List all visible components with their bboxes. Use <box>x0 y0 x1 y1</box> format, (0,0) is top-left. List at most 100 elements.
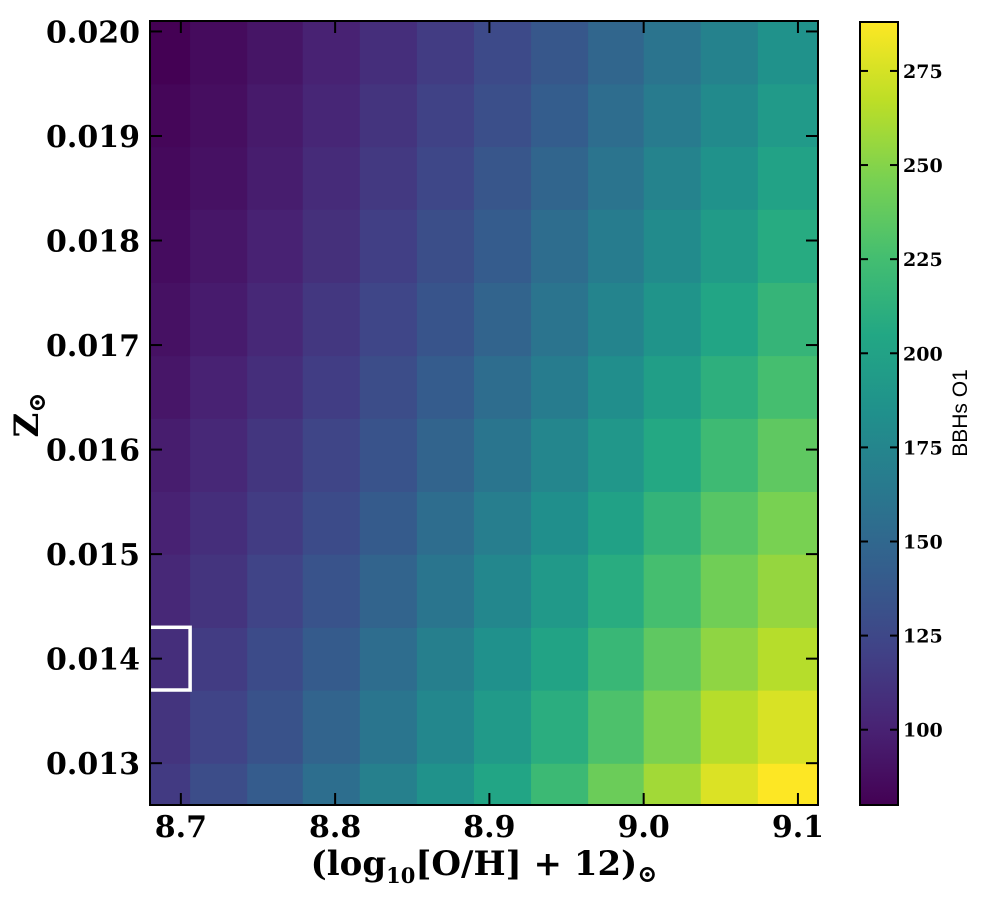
heatmap-cell <box>757 355 819 419</box>
colorbar-ticks: 100 125 150 175 200 225 250 275 <box>860 61 943 742</box>
heatmap-cell <box>473 418 532 492</box>
heatmap-cell <box>302 554 361 628</box>
heatmap-cell <box>302 209 361 283</box>
colorbar-title: BBHs O1 <box>949 369 972 457</box>
heatmap-cell <box>531 355 589 419</box>
heatmap-cell <box>359 627 418 691</box>
heatmap-cell <box>359 418 418 492</box>
heatmap-cell <box>247 418 304 492</box>
heatmap-cell <box>150 690 191 764</box>
heatmap-cell <box>588 554 645 628</box>
heatmap-cell <box>588 83 645 148</box>
heatmap-cell <box>643 21 702 85</box>
x-axis-title-mid: [O/H] + 12) <box>415 844 637 884</box>
heatmap-cell <box>531 627 589 691</box>
heatmap-cell <box>531 554 589 628</box>
heatmap-cell <box>700 21 759 85</box>
heatmap-cell <box>247 554 304 628</box>
heatmap-cell <box>247 282 304 357</box>
heatmap-cell <box>190 554 248 628</box>
heatmap-cell <box>359 83 418 148</box>
y-tick-label: 0.013 <box>46 747 140 782</box>
heatmap-cell <box>416 491 475 555</box>
x-tick-label: 8.9 <box>463 810 515 845</box>
heatmap-cell <box>247 146 304 210</box>
heatmap-cell <box>531 690 589 764</box>
heatmap-cell <box>643 627 702 691</box>
heatmap-cell <box>359 355 418 419</box>
heatmap-cell <box>302 690 361 764</box>
heatmap-cell <box>531 282 589 357</box>
heatmap-cell <box>473 209 532 283</box>
heatmap-cell <box>757 491 819 555</box>
heatmap-cell <box>150 209 191 283</box>
heatmap-cell <box>416 627 475 691</box>
heatmap-cell <box>416 418 475 492</box>
heatmap-cell <box>531 763 589 806</box>
heatmap-cell <box>643 763 702 806</box>
heatmap-cell <box>150 146 191 210</box>
heatmap-cell <box>190 355 248 419</box>
heatmap-cell <box>643 690 702 764</box>
heatmap-cell <box>247 763 304 806</box>
heatmap-cell <box>190 146 248 210</box>
heatmap-cell <box>150 355 191 419</box>
heatmap-cell <box>190 491 248 555</box>
heatmap-cell <box>643 282 702 357</box>
heatmap-cell <box>416 554 475 628</box>
heatmap-cell <box>190 209 248 283</box>
heatmap-cell <box>150 83 191 148</box>
heatmap-cell <box>757 418 819 492</box>
heatmap-cells <box>150 21 819 806</box>
x-tick-label: 8.7 <box>155 810 207 845</box>
heatmap-cell <box>359 554 418 628</box>
heatmap-cell <box>416 21 475 85</box>
heatmap-cell <box>359 763 418 806</box>
heatmap-cell <box>757 282 819 357</box>
heatmap-cell <box>588 418 645 492</box>
heatmap-cell <box>531 491 589 555</box>
heatmap-cell <box>588 209 645 283</box>
y-axis-title-main: Z <box>7 413 47 438</box>
heatmap-cell <box>588 690 645 764</box>
x-tick-label: 9.0 <box>618 810 670 845</box>
heatmap-cell <box>757 146 819 210</box>
heatmap-cell <box>247 690 304 764</box>
colorbar-tick-label: 275 <box>903 61 943 83</box>
heatmap-cell <box>473 83 532 148</box>
heatmap-cell <box>302 83 361 148</box>
heatmap-cell <box>531 209 589 283</box>
y-axis: 0.013 0.014 0.015 0.016 0.017 0.018 0.019 0.020 <box>46 15 818 782</box>
heatmap-cell <box>473 146 532 210</box>
y-tick-label: 0.018 <box>46 225 140 260</box>
colorbar-frame <box>859 21 899 806</box>
heatmap-cell <box>359 21 418 85</box>
heatmap-cell <box>588 491 645 555</box>
heatmap-cell <box>643 355 702 419</box>
x-axis-title: (log10[O/H] + 12)⊙ <box>311 844 658 888</box>
heatmap-cell <box>700 355 759 419</box>
y-tick-label: 0.014 <box>46 643 140 678</box>
heatmap-cell <box>700 690 759 764</box>
heatmap-cell <box>150 418 191 492</box>
heatmap-cell <box>643 146 702 210</box>
colorbar <box>860 22 898 805</box>
y-axis-title-sub: ⊙ <box>22 393 51 413</box>
heatmap-cell <box>302 418 361 492</box>
heatmap-cell <box>588 763 645 806</box>
heatmap-cell <box>588 282 645 357</box>
heatmap-cell <box>416 282 475 357</box>
heatmap-cell <box>247 21 304 85</box>
heatmap-cell <box>531 83 589 148</box>
plot-frame <box>149 20 819 806</box>
heatmap-cell <box>757 83 819 148</box>
heatmap-cell <box>190 282 248 357</box>
heatmap-cell <box>302 282 361 357</box>
heatmap-cell <box>302 146 361 210</box>
heatmap-cell <box>359 146 418 210</box>
heatmap-cell <box>416 209 475 283</box>
heatmap-cell <box>302 763 361 806</box>
heatmap-cell <box>757 690 819 764</box>
heatmap-cell <box>643 83 702 148</box>
